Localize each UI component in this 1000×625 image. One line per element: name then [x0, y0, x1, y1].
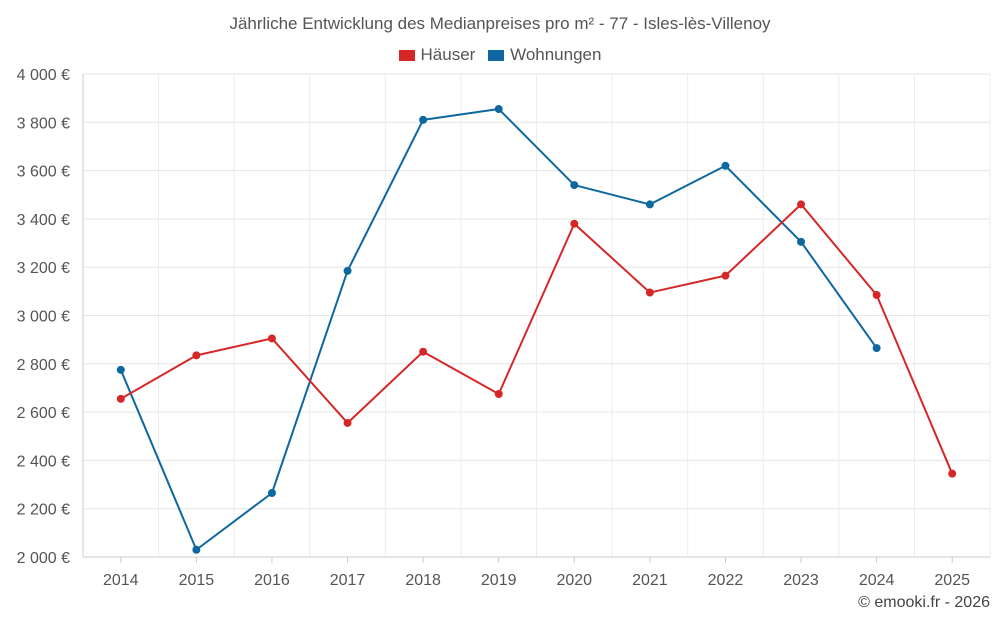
y-tick-label: 2 400 €: [17, 453, 70, 470]
data-point-wohnungen[interactable]: [192, 545, 201, 554]
data-point-wohnungen[interactable]: [494, 105, 503, 114]
x-tick-label: 2019: [481, 572, 517, 589]
x-tick-label: 2016: [254, 572, 290, 589]
chart-title: Jährliche Entwicklung des Medianpreises …: [229, 14, 771, 33]
x-tick-label: 2015: [179, 572, 215, 589]
data-point-hauser[interactable]: [872, 290, 881, 299]
data-point-hauser[interactable]: [721, 271, 730, 280]
data-point-hauser[interactable]: [494, 389, 503, 398]
data-point-hauser[interactable]: [116, 394, 125, 403]
y-tick-label: 4 000 €: [17, 67, 70, 84]
data-point-hauser[interactable]: [797, 200, 806, 209]
y-tick-label: 2 800 €: [17, 357, 70, 374]
x-tick-label: 2018: [405, 572, 441, 589]
x-tick-label: 2014: [103, 572, 139, 589]
data-point-wohnungen[interactable]: [419, 115, 428, 124]
data-point-wohnungen[interactable]: [116, 365, 125, 374]
legend-label-hauser: Häuser: [420, 45, 476, 64]
y-tick-label: 3 200 €: [17, 260, 70, 277]
x-tick-label: 2020: [556, 572, 592, 589]
data-point-wohnungen[interactable]: [570, 181, 579, 190]
data-point-hauser[interactable]: [948, 469, 957, 478]
y-tick-label: 2 000 €: [17, 550, 70, 567]
copyright-text: © emooki.fr - 2026: [858, 594, 990, 611]
x-tick-label: 2024: [859, 572, 895, 589]
data-point-wohnungen[interactable]: [721, 161, 730, 170]
data-point-hauser[interactable]: [343, 418, 352, 427]
legend-item-hauser[interactable]: Häuser: [398, 45, 476, 65]
data-point-wohnungen[interactable]: [267, 489, 276, 498]
x-tick-label: 2025: [934, 572, 970, 589]
y-tick-label: 2 200 €: [17, 502, 70, 519]
data-point-wohnungen[interactable]: [797, 237, 806, 246]
axes: 2 000 € 2 200 € 2 400 € 2 600 € 2 800 € 3 000…: [17, 67, 990, 589]
data-point-wohnungen[interactable]: [645, 200, 654, 209]
data-point-wohnungen[interactable]: [343, 266, 352, 275]
data-point-hauser[interactable]: [419, 347, 428, 356]
x-tick-label: 2022: [708, 572, 744, 589]
series-line-hauser: [120, 203, 954, 475]
legend-swatch-wohnungen: [488, 49, 505, 61]
legend-swatch-hauser: [398, 49, 415, 61]
data-point-hauser[interactable]: [645, 288, 654, 297]
y-tick-label: 3 600 €: [17, 164, 70, 181]
x-tick-label: 2021: [632, 572, 668, 589]
data-point-wohnungen[interactable]: [872, 344, 881, 353]
x-tick-label: 2017: [330, 572, 366, 589]
legend: Häuser Wohnungen: [0, 45, 1000, 66]
legend-item-wohnungen[interactable]: Wohnungen: [488, 45, 601, 65]
y-tick-label: 3 400 €: [17, 212, 70, 229]
data-point-hauser[interactable]: [267, 334, 276, 343]
y-tick-label: 2 600 €: [17, 405, 70, 422]
y-tick-label: 3 000 €: [17, 309, 70, 326]
y-tick-label: 3 800 €: [17, 115, 70, 132]
legend-label-wohnungen: Wohnungen: [510, 45, 602, 64]
data-point-hauser[interactable]: [192, 351, 201, 360]
x-tick-label: 2023: [783, 572, 819, 589]
data-point-hauser[interactable]: [570, 219, 579, 228]
series: [116, 105, 957, 554]
